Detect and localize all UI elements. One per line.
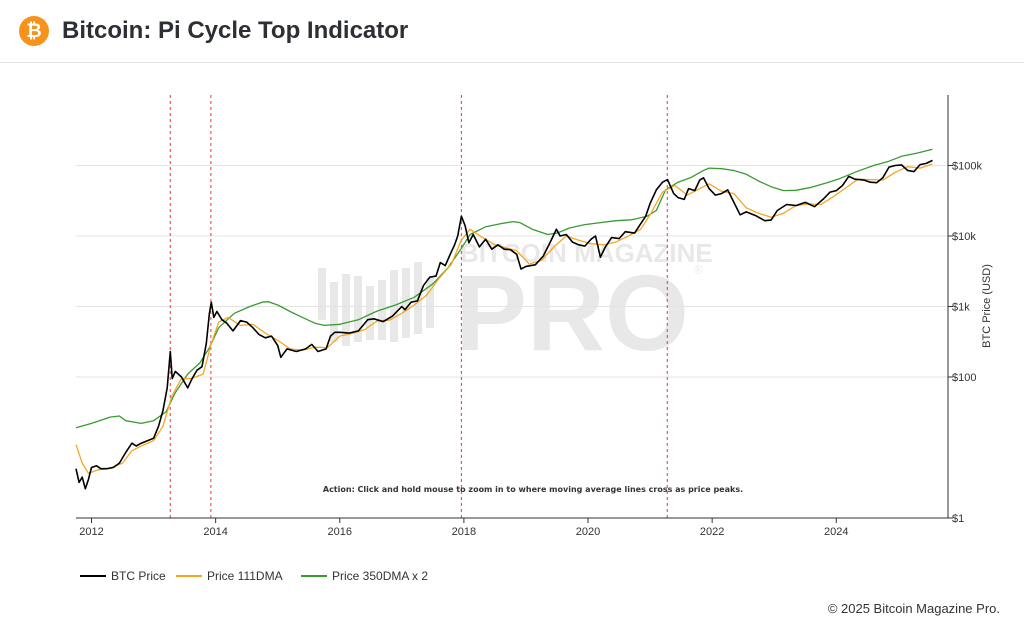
x-tick-label: 2014 [203, 526, 227, 538]
x-tick-label: 2016 [328, 526, 352, 538]
y-tick-label: $100 [952, 372, 976, 384]
copyright-text: © 2025 Bitcoin Magazine Pro. [827, 601, 1000, 616]
y-tick-label: $1k [952, 302, 970, 314]
x-tick-label: 2012 [79, 526, 103, 538]
series-line-1 [75, 163, 933, 474]
x-tick-label: 2024 [824, 526, 848, 538]
watermark: BITCOIN MAGAZINE PRO ® [318, 238, 713, 373]
gridlines [76, 165, 948, 378]
legend-label[interactable]: Price 111DMA [207, 569, 283, 583]
y-tick-label: $10k [952, 231, 976, 243]
legend: BTC Price Price 111DMA Price 350DMA x 2 [80, 569, 428, 583]
series-lines [75, 148, 933, 490]
y-axis: $1 $100 $1k $10k $100k [948, 161, 982, 525]
series-line-0 [75, 159, 933, 490]
bitcoin-logo-icon: ₿ [19, 16, 49, 46]
x-tick-label: 2022 [700, 526, 724, 538]
watermark-pro-text: PRO [455, 252, 689, 373]
x-axis: 2012 2014 2016 2018 2020 2022 2024 [79, 518, 849, 538]
legend-label[interactable]: BTC Price [111, 569, 166, 583]
y-axis-label: BTC Price (USD) [981, 264, 993, 348]
chart-header: ₿ Bitcoin: Pi Cycle Top Indicator [0, 0, 1024, 63]
y-tick-label: $100k [952, 161, 982, 173]
legend-label[interactable]: Price 350DMA x 2 [332, 569, 428, 583]
y-tick-label: $1 [952, 513, 964, 525]
watermark-registered-mark: ® [694, 263, 703, 277]
x-tick-label: 2020 [576, 526, 600, 538]
watermark-logo-icon [318, 262, 434, 346]
series-line-2 [75, 148, 933, 429]
page-title: Bitcoin: Pi Cycle Top Indicator [62, 17, 409, 44]
zoom-instruction-text: Action: Click and hold mouse to zoom in … [323, 485, 743, 494]
x-tick-label: 2018 [452, 526, 476, 538]
